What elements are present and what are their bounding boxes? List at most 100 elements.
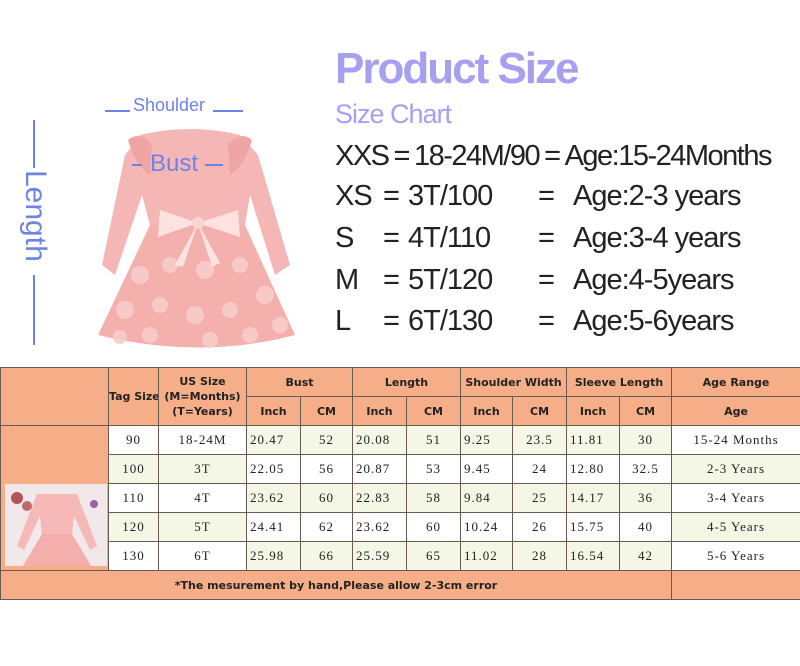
us-size-cell: 5T [158,512,247,542]
size-line-age: Age:3-4 years [573,222,742,254]
size-line-tag: 6T/130 [408,305,493,337]
age-range-header: Age Range [671,367,800,397]
tag-size-cell: 100 [108,454,159,484]
age-cell: 5-6 Years [671,541,800,571]
length-inch-cell: 25.59 [352,541,407,571]
size-line-age: Age:4-5years [573,264,734,296]
size-line-eq1: = [383,180,400,212]
bust-inch-cell: 22.05 [246,454,301,484]
length-inch-cell: 20.08 [352,425,407,455]
size-line-tag: 5T/120 [408,264,493,296]
shoulder-cm-header: CM [512,396,568,426]
shoulder-line-right [213,110,243,112]
bust-inch-cell: 24.41 [246,512,301,542]
age-cell: 3-4 Years [671,483,800,513]
size-line-age: Age:5-6years [573,305,734,337]
size-line-tag: 4T/110 [408,222,491,254]
size-line-tag: 18-24M/90 [413,140,541,172]
age-cell: 15-24 Months [671,425,800,455]
sleeve-inch-header: Inch [566,396,621,426]
us-size-cell: 18-24M [158,425,247,455]
size-line-eq2: = [538,264,555,296]
length-inch-cell: 22.83 [352,483,407,513]
us-size-months-note: (M=Months) [164,390,241,403]
size-line-eq1: = [393,140,411,172]
bust-label: Bust [150,150,199,177]
size-line-eq2: = [544,140,561,172]
sleeve-cm-cell: 30 [619,425,673,455]
us-size-cell: 3T [158,454,247,484]
size-line-size: S [335,222,354,254]
size-line-age: Age:15-24Months [564,140,773,172]
sleeve-inch-cell: 11.81 [566,425,621,455]
size-line-eq2: = [538,222,555,254]
size-chart-subtitle: Size Chart [335,99,452,129]
tag-size-cell: 110 [108,483,159,513]
shoulder-inch-cell: 9.25 [460,425,514,455]
bust-inch-cell: 25.98 [246,541,301,571]
size-line-eq2: = [538,180,555,212]
sleeve-inch-cell: 16.54 [566,541,621,571]
shoulder-inch-cell: 9.84 [460,483,514,513]
sleeve-inch-cell: 12.80 [566,454,621,484]
us-size-cell: 6T [158,541,247,571]
shoulder-cm-cell: 23.5 [512,425,568,455]
shoulder-header: Shoulder Width [460,367,568,397]
size-line-eq1: = [383,305,400,337]
shoulder-inch-cell: 9.45 [460,454,514,484]
image-header-cell [0,367,109,426]
size-table: Tag Size US Size (M=Months) (T=Years) Bu… [0,367,800,600]
sleeve-cm-header: CM [619,396,673,426]
size-line-age: Age:2-3 years [573,180,742,212]
length-inch-header: Inch [352,396,407,426]
us-size-header: US Size (M=Months) (T=Years) [158,367,247,426]
bust-inch-header: Inch [246,396,301,426]
size-line-eq1: = [383,264,400,296]
length-cm-cell: 60 [405,512,462,542]
shoulder-cm-cell: 28 [512,541,568,571]
bust-cm-cell: 66 [300,541,353,571]
length-line-bottom [33,275,35,345]
table-row: 100 3T 22.05 56 20.87 53 9.45 24 12.80 32.5 2-3 Ye… [1,454,800,484]
sleeve-cm-cell: 42 [619,541,673,571]
tag-size-header: Tag Size [108,367,159,426]
table-row: 130 6T 25.98 66 25.59 65 11.02 28 16.54 42 5-6 Yea… [1,541,800,571]
sleeve-header: Sleeve Length [566,367,673,397]
shoulder-cm-cell: 25 [512,483,568,513]
size-line-size: XXS [335,140,390,172]
table-row: 90 18-24M 20.47 52 20.08 51 9.25 23.5 11.81 30 15-… [0,425,800,571]
size-line-size: M [335,264,359,296]
sleeve-cm-cell: 40 [619,512,673,542]
tag-size-cell: 130 [108,541,159,571]
length-inch-cell: 20.87 [352,454,407,484]
length-label: Length [19,170,52,262]
bust-cm-header: CM [300,396,353,426]
product-thumbnail [0,425,109,571]
page-title: Product Size [335,44,579,93]
shoulder-inch-cell: 10.24 [460,512,514,542]
footnote: *The mesurement by hand,Please allow 2-3… [0,570,673,600]
size-line-size: XS [335,180,373,212]
bust-cm-cell: 52 [300,425,353,455]
length-cm-cell: 53 [405,454,462,484]
us-size-label: US Size [179,375,226,388]
age-header: Age [671,396,800,426]
size-line-eq1: = [383,222,400,254]
bust-line-right [205,164,223,166]
shoulder-line-left [105,110,130,112]
bust-cm-cell: 56 [300,454,353,484]
bust-inch-cell: 20.47 [246,425,301,455]
age-cell: 4-5 Years [671,512,800,542]
bust-inch-cell: 23.62 [246,483,301,513]
us-size-years-note: (T=Years) [172,405,233,418]
shoulder-inch-cell: 11.02 [460,541,514,571]
size-line-eq2: = [538,305,555,337]
footnote-empty-cell [671,570,800,600]
length-inch-cell: 23.62 [352,512,407,542]
length-cm-cell: 51 [405,425,462,455]
sleeve-inch-cell: 15.75 [566,512,621,542]
sleeve-inch-cell: 14.17 [566,483,621,513]
tag-size-cell: 120 [108,512,159,542]
shoulder-cm-cell: 26 [512,512,568,542]
bust-line-left [132,164,142,166]
